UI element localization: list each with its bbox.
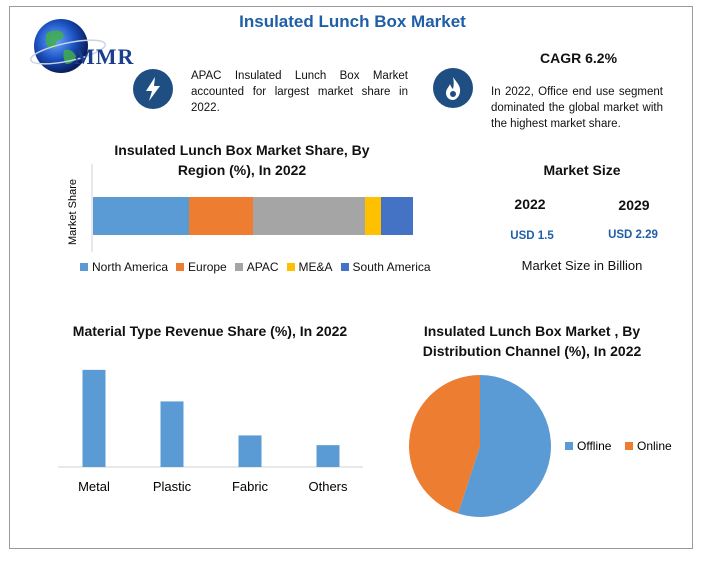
material-tick-fabric: Fabric (232, 479, 269, 494)
legend-label: North America (92, 260, 169, 274)
legend-swatch (176, 263, 185, 271)
legend-swatch (340, 263, 349, 271)
material-tick-plastic: Plastic (153, 479, 192, 494)
legend-swatch (80, 263, 88, 271)
flame-icon (433, 68, 473, 108)
legend-label: South America (352, 260, 431, 274)
legend-label: APAC (246, 260, 279, 274)
legend-label: Europe (188, 260, 227, 274)
region-bar-south-america (381, 197, 413, 235)
apac-share-text: APAC Insulated Lunch Box Market accounte… (191, 70, 408, 114)
pie-legend-swatch-online (625, 442, 633, 450)
pie-slice-offline (458, 375, 551, 517)
market-size-value-2029: USD 2.29 (608, 229, 658, 241)
material-bar-others (316, 445, 340, 467)
legend-item-europe: Europe (176, 260, 227, 274)
legend-item-mea: ME&A (286, 260, 333, 274)
office-segment-text: In 2022, Office end use segment dominate… (491, 86, 663, 130)
region-bar-apac (253, 197, 365, 235)
legend-item-south-america: South America (340, 260, 431, 274)
region-chart-title: Insulated Lunch Box Market Share, By Reg… (114, 142, 370, 178)
market-size-year-2022: 2022 (514, 196, 546, 212)
material-tick-others: Others (308, 479, 348, 494)
region-bar-europe (189, 197, 253, 235)
market-size-title: Market Size (543, 162, 621, 178)
region-bar-mea (365, 197, 381, 235)
lightning-icon (133, 69, 173, 109)
infographic-frame (9, 6, 693, 549)
pie-legend-label-offline: Offline (577, 439, 612, 453)
material-bar-plastic (160, 401, 184, 467)
region-y-axis-label: Market Share (67, 179, 79, 245)
market-size-unit-note: Market Size in Billion (521, 258, 643, 273)
region-bar-north-america (93, 197, 189, 235)
legend-swatch (286, 263, 295, 271)
pie-legend-label-online: Online (637, 439, 672, 453)
page-title: Insulated Lunch Box Market (239, 12, 466, 31)
legend-item-apac: APAC (234, 260, 279, 274)
legend-item-north-america: North America (80, 260, 168, 274)
region-chart: Market Share (67, 164, 413, 252)
globe-logo-icon (30, 19, 106, 73)
market-size-year-2029: 2029 (618, 197, 650, 213)
material-bar-metal (82, 369, 106, 467)
legend-swatch (234, 263, 243, 271)
region-legend: North America Europe APAC ME&A South America (80, 260, 439, 274)
pie-slice-online (409, 375, 480, 514)
market-size-value-2022: USD 1.5 (510, 230, 554, 242)
legend-label: ME&A (298, 260, 333, 274)
pie-legend-swatch-offline (565, 442, 573, 450)
distribution-pie-chart: Offline Online (409, 375, 672, 517)
logo-text: MMR (74, 44, 135, 69)
material-bar-fabric (238, 435, 262, 467)
distribution-chart-title: Insulated Lunch Box Market , By Distribu… (422, 323, 642, 359)
material-chart-title: Material Type Revenue Share (%), In 2022 (72, 323, 348, 339)
material-tick-metal: Metal (78, 479, 110, 494)
cagr-value: CAGR 6.2% (540, 50, 618, 66)
material-chart: Metal Plastic Fabric Others (58, 369, 363, 494)
